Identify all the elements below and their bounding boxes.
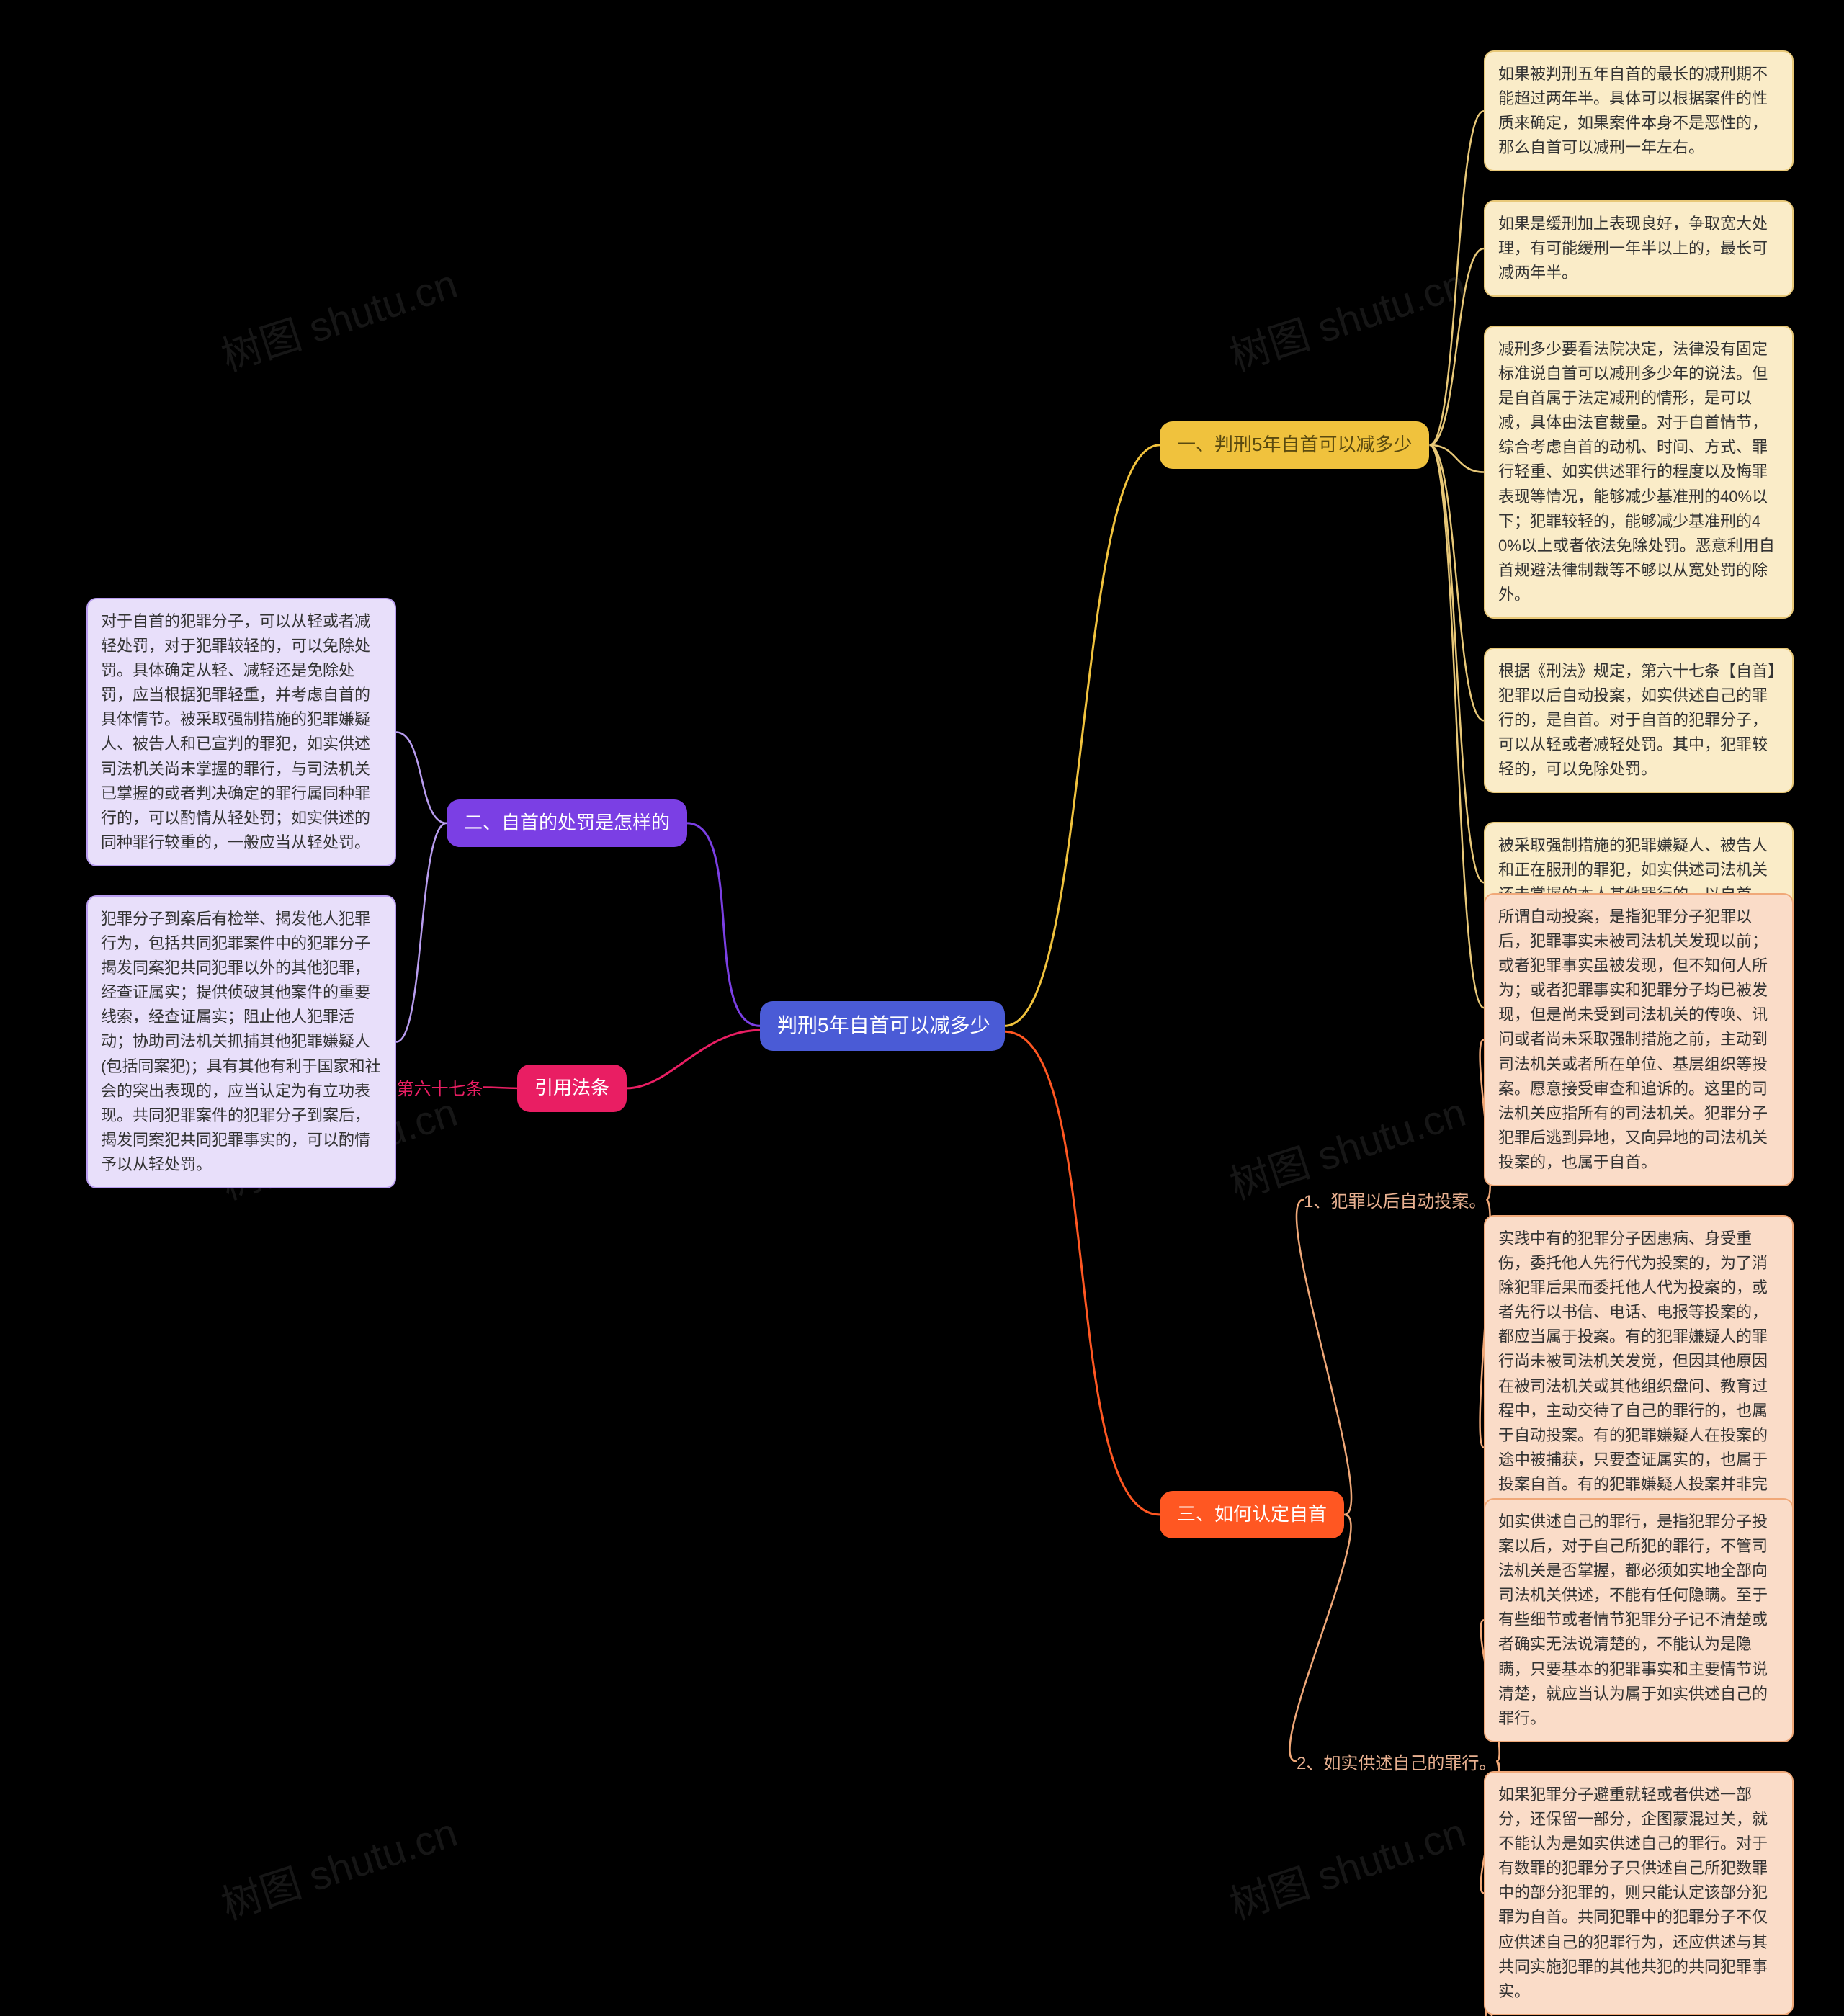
leaf-1c: 减刑多少要看法院决定，法律没有固定标准说自首可以减刑多少年的说法。但是自首属于法… [1484,326,1794,619]
root-node[interactable]: 判刑5年自首可以减多少 [760,1001,1005,1051]
leaf-1b: 如果是缓刑加上表现良好，争取宽大处理，有可能缓刑一年半以上的，最长可减两年半。 [1484,200,1794,297]
branch-2[interactable]: 二、自首的处罚是怎样的 [447,799,687,847]
watermark: 树图 shutu.cn [213,1801,464,1932]
leaf-4d: 如果犯罪分子避重就轻或者供述一部分，还保留一部分，企图蒙混过关，就不能认为是如实… [1484,1771,1794,2015]
leaf-1a: 如果被判刑五年自首的最长的减刑期不能超过两年半。具体可以根据案件的性质来确定，如… [1484,50,1794,171]
leaf-4a: 所谓自动投案，是指犯罪分子犯罪以后，犯罪事实未被司法机关发现以前；或者犯罪事实虽… [1484,893,1794,1186]
sub-4-2: 2、如实供述自己的罪行。 [1297,1749,1496,1774]
branch-1[interactable]: 一、判刑5年自首可以减多少 [1160,421,1429,469]
leaf-4c: 如实供述自己的罪行，是指犯罪分子投案以后，对于自己所犯的罪行，不管司法机关是否掌… [1484,1498,1794,1742]
leaf-1d: 根据《刑法》规定，第六十七条【自首】犯罪以后自动投案，如实供述自己的罪行的，是自… [1484,648,1794,793]
leaf-2b: 犯罪分子到案后有检举、揭发他人犯罪行为，包括共同犯罪案件中的犯罪分子揭发同案犯共… [86,895,396,1188]
branch-4[interactable]: 三、如何认定自首 [1160,1491,1344,1538]
branch-3[interactable]: 引用法条 [517,1065,627,1112]
watermark: 树图 shutu.cn [1222,1801,1472,1932]
leaf-2a: 对于自首的犯罪分子，可以从轻或者减轻处罚，对于犯罪较轻的，可以免除处罚。具体确定… [86,598,396,866]
sub-4-1: 1、犯罪以后自动投案。 [1304,1187,1486,1212]
watermark: 树图 shutu.cn [213,252,464,383]
watermark: 树图 shutu.cn [1222,252,1472,383]
